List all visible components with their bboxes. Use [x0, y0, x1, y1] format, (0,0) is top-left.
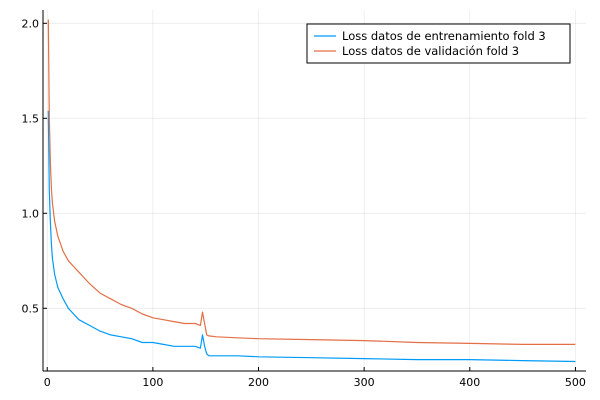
legend-box	[306, 23, 571, 64]
series-line-training	[47, 110, 576, 363]
x-tick-label: 500	[565, 376, 586, 389]
legend: Loss datos de entrenamiento fold 3 Loss …	[306, 23, 571, 64]
x-tick-label: 400	[459, 376, 480, 389]
legend-label-training: Loss datos de entrenamiento fold 3	[342, 29, 546, 43]
series-group	[47, 19, 576, 363]
y-tick-label: 1.0	[22, 207, 40, 220]
y-tick-label: 2.0	[22, 17, 40, 30]
grid	[43, 10, 586, 371]
x-tick-label: 100	[142, 376, 163, 389]
x-tick-label: 0	[44, 376, 51, 389]
x-tick-label: 200	[248, 376, 269, 389]
axes	[42, 10, 586, 372]
series-line-validation	[47, 19, 576, 345]
y-tick-label: 1.5	[22, 112, 40, 125]
x-tick-label: 300	[354, 376, 375, 389]
y-tick-label: 0.5	[22, 302, 40, 315]
ticks: 0 100 200 300 400 500 0.5 1.0 1.5 2.0	[22, 17, 586, 389]
legend-label-validation: Loss datos de validación fold 3	[342, 44, 519, 58]
